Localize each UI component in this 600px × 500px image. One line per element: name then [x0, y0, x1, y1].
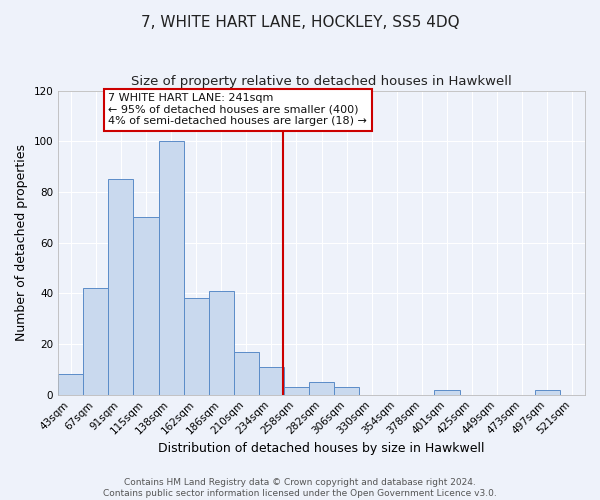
Text: 7, WHITE HART LANE, HOCKLEY, SS5 4DQ: 7, WHITE HART LANE, HOCKLEY, SS5 4DQ: [140, 15, 460, 30]
Bar: [58, 374, 83, 394]
Bar: [158, 142, 184, 394]
Bar: [259, 367, 284, 394]
Bar: [109, 180, 133, 394]
Text: 7 WHITE HART LANE: 241sqm
← 95% of detached houses are smaller (400)
4% of semi-: 7 WHITE HART LANE: 241sqm ← 95% of detac…: [109, 93, 367, 126]
Bar: [133, 218, 158, 394]
Bar: [209, 291, 234, 395]
Text: Contains HM Land Registry data © Crown copyright and database right 2024.
Contai: Contains HM Land Registry data © Crown c…: [103, 478, 497, 498]
X-axis label: Distribution of detached houses by size in Hawkwell: Distribution of detached houses by size …: [158, 442, 485, 455]
Bar: [184, 298, 209, 394]
Bar: [284, 387, 309, 394]
Bar: [535, 390, 560, 394]
Bar: [83, 288, 109, 395]
Bar: [234, 352, 259, 395]
Bar: [434, 390, 460, 394]
Y-axis label: Number of detached properties: Number of detached properties: [15, 144, 28, 341]
Bar: [334, 387, 359, 394]
Bar: [309, 382, 334, 394]
Title: Size of property relative to detached houses in Hawkwell: Size of property relative to detached ho…: [131, 75, 512, 88]
